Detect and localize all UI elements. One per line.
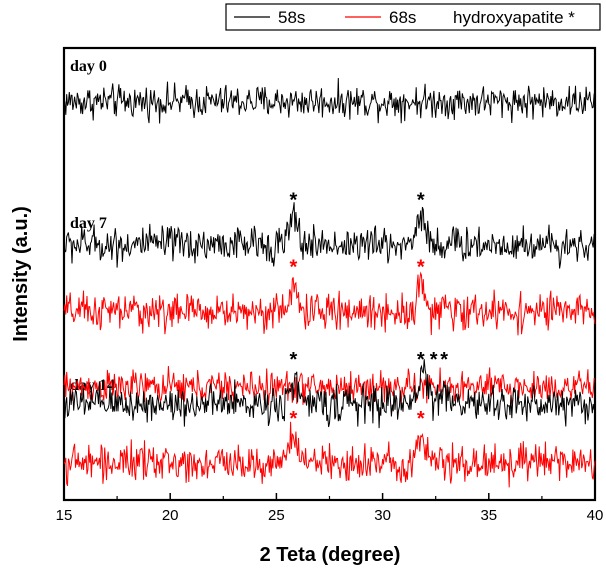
legend-label-58s: 58s (278, 8, 305, 27)
trace-58s-day-0 (63, 77, 596, 124)
legend: 58s 68s hydroxyapatite * (225, 3, 601, 31)
peak-marker: * (290, 408, 298, 430)
x-tick-label: 25 (268, 507, 285, 524)
legend-box (225, 3, 601, 31)
peak-marker: * (417, 349, 425, 371)
panel-label-day-0: day 0 (70, 58, 107, 75)
trace-68s-day-14 (63, 421, 596, 488)
peak-marker: * (430, 349, 438, 371)
x-axis: 15 20 25 30 35 40 (56, 493, 604, 524)
trace-68s-day-7 (63, 271, 596, 336)
x-tick-label: 40 (587, 507, 604, 524)
plot-frame (62, 46, 597, 502)
panel-label-day-7: day 7 (70, 215, 107, 232)
trace-68s-day-0 (63, 365, 596, 406)
peak-marker: * (290, 189, 298, 211)
legend-label-hydroxyapatite: hydroxyapatite * (453, 8, 575, 27)
peak-marker: * (417, 189, 425, 211)
peak-marker: * (417, 408, 425, 430)
y-axis-title: Intensity (a.u.) (10, 206, 32, 342)
x-axis-title: 2 Teta (degree) (260, 544, 401, 566)
x-tick-label: 35 (480, 507, 497, 524)
x-tick-label: 20 (162, 507, 179, 524)
x-tick-label: 30 (374, 507, 391, 524)
trace-58s-day-14 (63, 359, 596, 429)
trace-58s-day-7 (63, 202, 596, 269)
peak-markers: * ** ** * * ** * (290, 189, 449, 429)
x-tick-label: 15 (56, 507, 73, 524)
traces (63, 77, 596, 488)
peak-marker: * (417, 257, 425, 279)
peak-marker: * (440, 349, 448, 371)
legend-label-68s: 68s (389, 8, 416, 27)
peak-marker: * (290, 349, 298, 371)
peak-marker: * (290, 257, 298, 279)
